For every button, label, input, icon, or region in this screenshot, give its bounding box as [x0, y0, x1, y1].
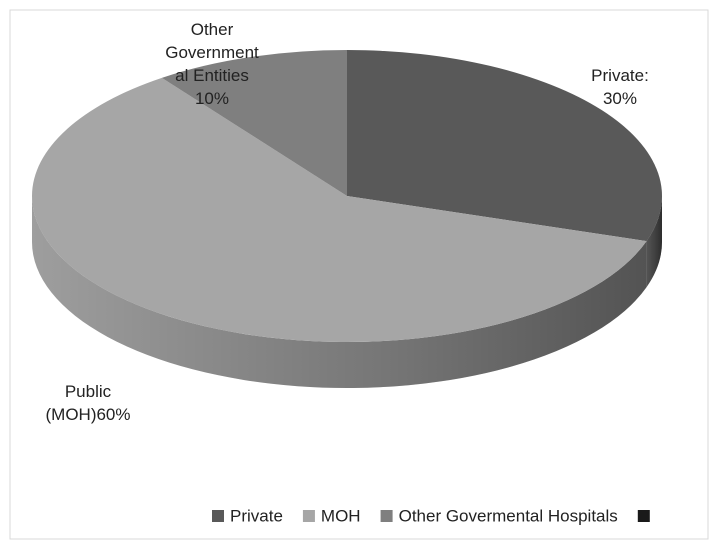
legend-swatch: [302, 510, 315, 522]
legend-label: Other Govermental Hospitals: [399, 506, 618, 525]
legend-label: MOH: [321, 506, 361, 525]
legend-swatch: [637, 510, 650, 522]
slice-side-shade: [646, 196, 662, 288]
data-label: Private: 30%: [591, 66, 649, 108]
data-label: Other Government al Entities 10%: [165, 20, 259, 108]
slice-side-shade: [32, 196, 647, 389]
legend-swatch: [212, 510, 224, 522]
legend-swatch: [380, 510, 393, 522]
slice: [347, 50, 663, 242]
legend-label: Private: [230, 506, 283, 525]
slice: [161, 50, 347, 196]
slice: [32, 77, 647, 342]
data-label: Public (MOH)60%: [45, 382, 131, 424]
